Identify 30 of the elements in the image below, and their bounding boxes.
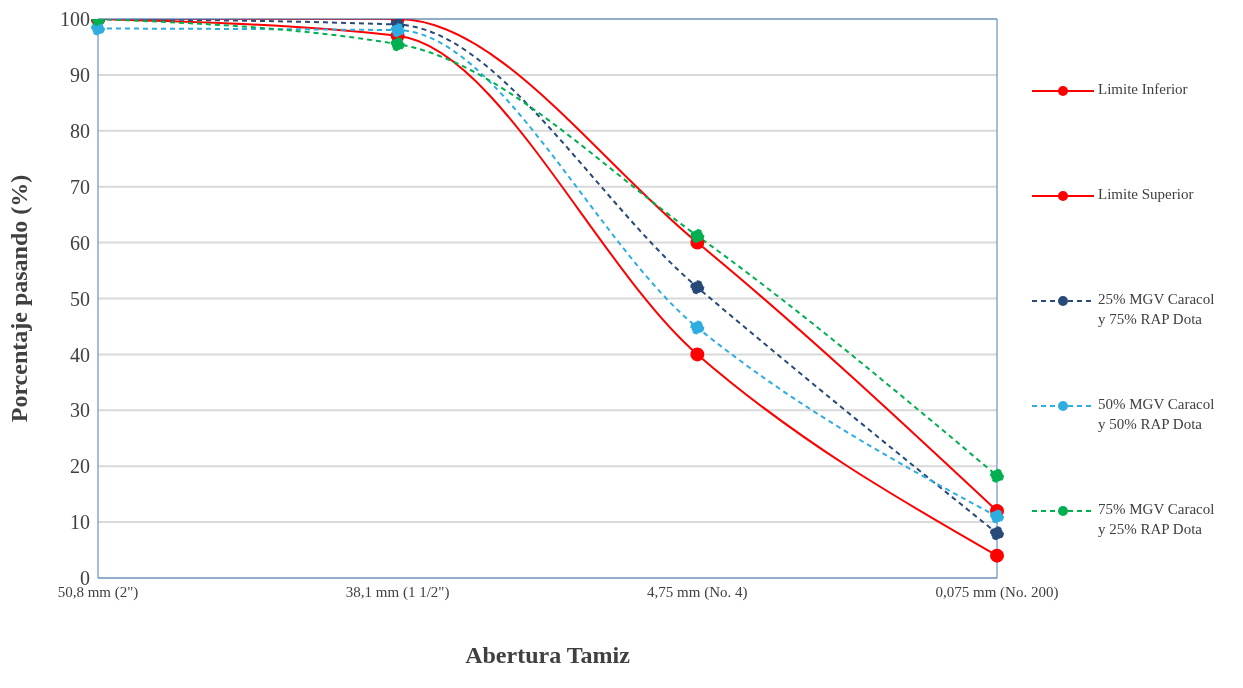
point: [690, 347, 705, 362]
point: [390, 23, 405, 38]
legend-label: Limite Superior: [1098, 184, 1195, 204]
point: [990, 526, 1004, 541]
point: [990, 548, 1004, 563]
x-tick-label: 4,75 mm (No. 4): [647, 583, 748, 601]
y-tick-label: 70: [70, 175, 90, 198]
point: [990, 509, 1004, 524]
y-tick-label: 80: [70, 119, 90, 142]
point: [690, 228, 705, 243]
point: [690, 280, 705, 295]
legend-label: Limite Inferior: [1098, 79, 1189, 99]
y-tick-label: 90: [70, 64, 90, 86]
y-tick-label: 50: [70, 287, 90, 310]
legend-label: 50% MGV Caracol y 50% RAP Dota: [1098, 394, 1216, 434]
legend-label: 25% MGV Caracol y 75% RAP Dota: [1098, 289, 1216, 329]
legend-label: 75% MGV Caracol y 25% RAP Dota: [1098, 499, 1216, 539]
y-tick-label: 100: [60, 8, 90, 31]
x-tick-label: 38,1 mm (1 1/2"): [345, 583, 450, 601]
x-tick-label: 0,075 mm (No. 200): [935, 583, 1059, 601]
y-tick-label: 40: [70, 343, 90, 366]
y-tick-label: 10: [70, 511, 90, 534]
point: [690, 320, 705, 335]
y-tick-label: 30: [70, 399, 90, 422]
y-axis-title: Porcentaje pasando (%): [5, 174, 32, 423]
x-axis-title: Abertura Tamiz: [465, 642, 631, 668]
point: [990, 468, 1004, 483]
y-tick-label: 20: [70, 455, 90, 478]
y-tick-label: 60: [70, 231, 90, 254]
point: [390, 37, 405, 52]
